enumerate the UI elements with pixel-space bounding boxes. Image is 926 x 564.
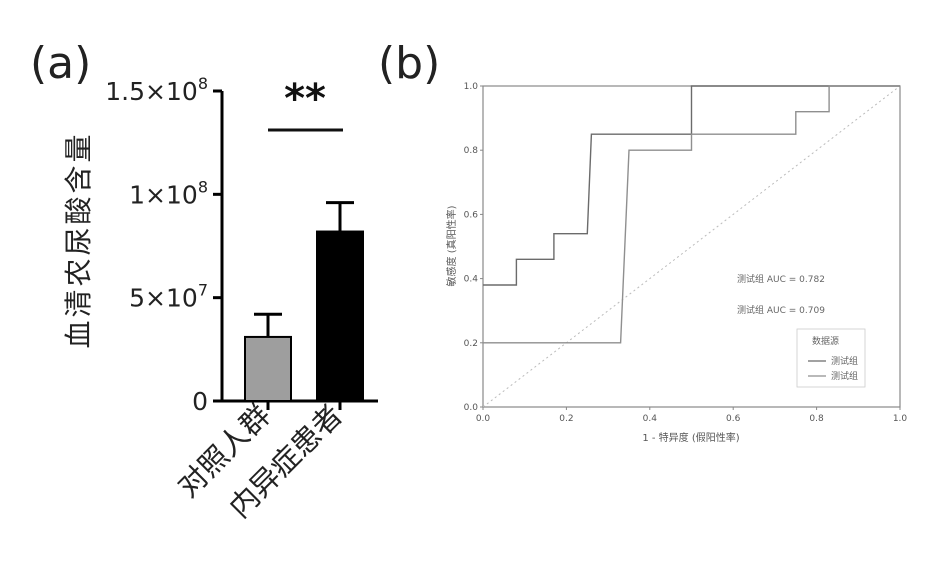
bars xyxy=(244,201,364,410)
y-tick-label: 0.6 xyxy=(464,210,479,220)
x-tick-label: 0.6 xyxy=(726,414,741,424)
significance-label: ** xyxy=(284,76,326,122)
x-axis-label: 1 - 特异度 (假阳性率) xyxy=(642,431,739,444)
legend-item-1: 测试组 xyxy=(831,355,858,367)
y-tick-label: 0.4 xyxy=(464,275,479,285)
x-tick-label: 0.8 xyxy=(809,414,824,424)
y-tick-label: 1.5×108 xyxy=(105,74,208,106)
roc-curve-2 xyxy=(483,85,900,344)
x-tick-label: 0.2 xyxy=(559,414,573,424)
x-tick-label: 1.0 xyxy=(893,414,908,424)
x-tick-label: 0.0 xyxy=(476,414,491,424)
panel-a-label: (a) xyxy=(30,38,91,89)
y-tick-label: 5×107 xyxy=(129,281,208,313)
axis-ticks: 0.0 0.2 0.4 0.6 0.8 1.0 0.0 0.2 0.4 0.6 0.8 1.0 xyxy=(464,82,908,424)
y-axis-ticks: 0 5×107 1×108 1.5×108 xyxy=(105,74,222,416)
legend: 数据源 测试组 测试组 xyxy=(796,328,866,388)
roc-curve-1 xyxy=(483,85,900,286)
roc-series xyxy=(483,85,900,344)
series-1-annotation: 测试组 AUC = 0.782 xyxy=(737,273,825,285)
legend-box xyxy=(796,328,866,388)
roc-chart: 0.0 0.2 0.4 0.6 0.8 1.0 0.0 0.2 0.4 0.6 0.8 1.0 1 -… xyxy=(445,82,907,444)
legend-item-2: 测试组 xyxy=(831,370,858,382)
y-tick-label: 1.0 xyxy=(464,82,479,92)
series-2-annotation: 测试组 AUC = 0.709 xyxy=(737,304,825,316)
legend-title: 数据源 xyxy=(812,335,839,347)
bar xyxy=(316,230,364,402)
panel-b-label: (b) xyxy=(378,38,440,89)
y-axis-label: 血清农尿酸含量 xyxy=(62,131,95,348)
y-tick-label: 0.2 xyxy=(464,339,478,349)
x-tick-label: 0.4 xyxy=(643,414,658,424)
y-tick-label: 1×108 xyxy=(129,177,208,209)
y-tick-label: 0.8 xyxy=(464,146,479,156)
y-tick-label: 0 xyxy=(192,387,208,416)
bar xyxy=(244,335,292,402)
y-tick-label: 0.0 xyxy=(464,403,479,413)
y-axis-label-b: 敏感度 (真阳性率) xyxy=(445,205,458,286)
